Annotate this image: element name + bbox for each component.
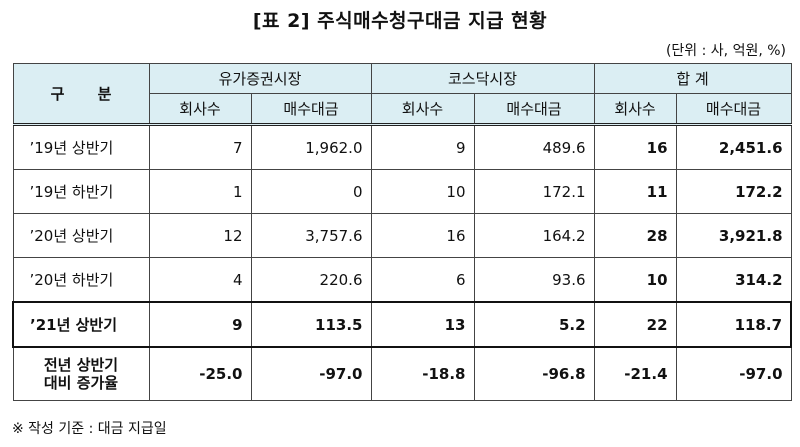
table-cell: 220.6 <box>250 257 372 303</box>
row-label-line: 전년 상반기 <box>43 356 119 374</box>
subcol-header: 매수대금 <box>675 93 792 125</box>
subcol-header: 매수대금 <box>473 93 595 125</box>
table-cell: 1 <box>148 169 252 214</box>
table-cell: 0 <box>250 169 372 214</box>
table-cell: 4 <box>148 257 252 303</box>
subcol-header: 매수대금 <box>250 93 372 125</box>
table-cell: 16 <box>593 124 677 170</box>
table-row: ’19년 상반기 7 1,962.0 9 489.6 16 2,451.6 <box>12 124 792 170</box>
row-label: ’19년 상반기 <box>12 124 150 170</box>
table-cell: 172.1 <box>473 169 595 214</box>
subcol-header: 회사수 <box>370 93 475 125</box>
table-cell: 113.5 <box>250 301 372 348</box>
table-cell: 164.2 <box>473 213 595 258</box>
table-cell: -97.0 <box>675 346 792 401</box>
row-label: 전년 상반기 대비 증가율 <box>12 346 150 401</box>
table-cell: 1,962.0 <box>250 124 372 170</box>
table-row: ’20년 하반기 4 220.6 6 93.6 10 314.2 <box>12 257 792 303</box>
table-cell: 13 <box>370 301 475 348</box>
table-cell: 22 <box>593 301 677 348</box>
subcol-header: 회사수 <box>593 93 677 125</box>
table-cell: 6 <box>370 257 475 303</box>
row-label: ’19년 하반기 <box>12 169 150 214</box>
table-cell: -18.8 <box>370 346 475 401</box>
payment-status-table: 구 분 유가증권시장 코스닥시장 합 계 회사수 매수대금 회사수 매수대금 회… <box>12 63 793 401</box>
table-row: ’20년 상반기 12 3,757.6 16 164.2 28 3,921.8 <box>12 213 792 258</box>
table-cell: 16 <box>370 213 475 258</box>
subcol-header: 회사수 <box>148 93 252 125</box>
table-title: [표 2] 주식매수청구대금 지급 현황 <box>252 10 548 32</box>
unit-note: (단위 : 사, 억원, %) <box>665 43 786 59</box>
table-cell: 7 <box>148 124 252 170</box>
row-label: ’21년 상반기 <box>12 301 150 348</box>
table-cell: 93.6 <box>473 257 595 303</box>
row-label-line: 대비 증가율 <box>43 374 119 392</box>
row-label: ’20년 하반기 <box>12 257 150 303</box>
table-cell: 10 <box>593 257 677 303</box>
table-cell: -97.0 <box>250 346 372 401</box>
table-cell: 172.2 <box>675 169 792 214</box>
table-cell: 5.2 <box>473 301 595 348</box>
yoy-change-row: 전년 상반기 대비 증가율 -25.0 -97.0 -18.8 -96.8 -2… <box>12 346 792 401</box>
table-cell: 28 <box>593 213 677 258</box>
table-cell: 2,451.6 <box>675 124 792 170</box>
table-cell: 9 <box>148 301 252 348</box>
table-cell: 9 <box>370 124 475 170</box>
table-cell: 118.7 <box>675 301 793 348</box>
table-row: ’19년 하반기 1 0 10 172.1 11 172.2 <box>12 169 792 214</box>
table-cell: 11 <box>593 169 677 214</box>
group-header-total: 합 계 <box>593 63 792 94</box>
group-header-kosdaq: 코스닥시장 <box>370 63 595 94</box>
highlighted-row: ’21년 상반기 9 113.5 13 5.2 22 118.7 <box>12 301 793 348</box>
table-cell: 10 <box>370 169 475 214</box>
table-cell: 3,757.6 <box>250 213 372 258</box>
footnote: ※ 작성 기준 : 대금 지급일 <box>12 421 167 437</box>
table-cell: 314.2 <box>675 257 792 303</box>
group-header-kospi: 유가증권시장 <box>148 63 372 94</box>
table-cell: 12 <box>148 213 252 258</box>
table-cell: 3,921.8 <box>675 213 792 258</box>
table-cell: -96.8 <box>473 346 595 401</box>
table-cell: 489.6 <box>473 124 595 170</box>
category-header: 구 분 <box>12 63 150 125</box>
table-cell: -25.0 <box>148 346 252 401</box>
row-label: ’20년 상반기 <box>12 213 150 258</box>
table-cell: -21.4 <box>593 346 677 401</box>
